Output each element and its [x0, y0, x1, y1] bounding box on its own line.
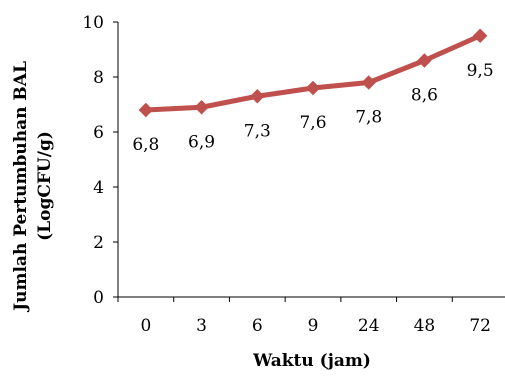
y-tick-labels: 0 2 4 6 8 10 — [82, 13, 104, 308]
data-point-marker — [417, 53, 432, 68]
x-tick-label: 24 — [358, 316, 380, 336]
x-tick-label: 72 — [469, 316, 491, 336]
y-tick-label: 0 — [93, 288, 104, 308]
data-label: 9,5 — [467, 61, 494, 81]
chart-axes — [113, 21, 505, 302]
data-point-marker — [194, 100, 209, 115]
x-tick-label: 6 — [252, 316, 263, 336]
x-tick-label: 0 — [140, 316, 151, 336]
x-tick-label: 48 — [414, 316, 436, 336]
data-label: 8,6 — [411, 86, 438, 106]
x-tick-label: 3 — [196, 316, 207, 336]
x-tick-label: 9 — [308, 316, 319, 336]
data-label: 7,8 — [355, 108, 382, 128]
x-axis-title: Waktu (jam) — [252, 351, 371, 371]
data-label: 7,3 — [244, 121, 271, 141]
data-label: 6,9 — [188, 132, 215, 152]
data-point-marker — [305, 80, 321, 96]
data-label: 6,8 — [132, 135, 159, 155]
y-tick-label: 6 — [93, 123, 104, 143]
y-tick-label: 2 — [93, 233, 104, 253]
data-point-marker — [138, 102, 154, 118]
data-point-marker — [361, 75, 376, 90]
data-point-marker — [250, 89, 265, 104]
data-point-marker — [472, 28, 488, 43]
y-tick-label: 10 — [82, 13, 104, 33]
data-label: 7,6 — [299, 113, 326, 133]
data-labels: 6,8 6,9 7,3 7,6 7,8 8,6 9,5 — [132, 61, 493, 155]
x-tick-labels: 0 3 6 9 24 48 72 — [140, 316, 491, 336]
y-tick-label: 8 — [93, 68, 104, 88]
series-group — [138, 28, 488, 118]
y-axis-title-line1: Jumlah Pertumbuhan BAL — [11, 61, 31, 313]
y-axis-title-line2: (LogCFU/g) — [35, 131, 55, 241]
y-tick-label: 4 — [93, 178, 104, 198]
